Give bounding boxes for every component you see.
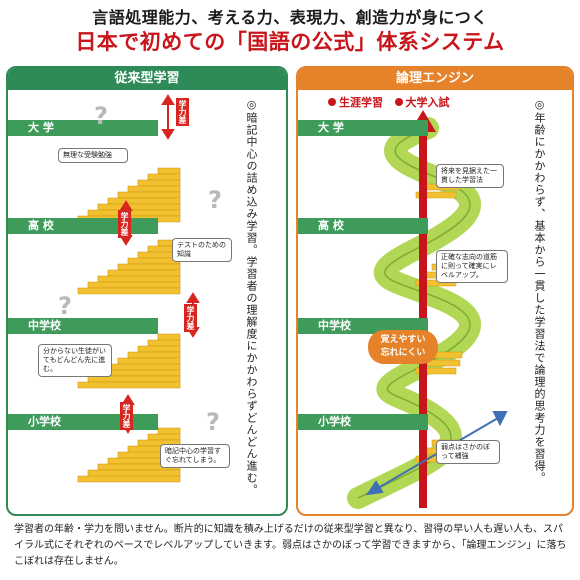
- legend-entrance: 大学入試: [405, 96, 450, 109]
- left-description: ◎暗記中心の詰め込み学習。学習者の理解度にかかわらずどんどん進む。: [245, 98, 258, 496]
- right-stage-elementary: 小学校: [298, 414, 428, 430]
- headline-prefix: 日本で初めての: [75, 30, 226, 54]
- headline-title: 日本で初めての「国語の公式」体系システム: [0, 26, 580, 56]
- headline-suffix: 体系システム: [376, 30, 505, 54]
- note-exam-cramming: 無理な受験勉強: [58, 148, 128, 163]
- left-stage-highschool: 高 校: [8, 218, 158, 234]
- right-panel: 論理エンジン 生涯学習 大学入試: [296, 66, 574, 516]
- left-stage-juniorhigh: 中学校: [8, 318, 158, 334]
- headline-subtitle: 言語処理能力、考える力、表現力、創造力が身につく: [92, 8, 488, 27]
- note-level-up: 正確な志向の道筋に則って確実にレベルアップ。: [436, 250, 508, 283]
- note-test-knowledge: テストのための知識: [172, 238, 232, 262]
- right-stage-university: 大 学: [298, 120, 428, 136]
- legend-dot-icon: [394, 98, 403, 106]
- left-stage-elementary: 小学校: [8, 414, 158, 430]
- right-legend: 生涯学習 大学入試: [328, 94, 450, 110]
- question-mark-icon: ?: [206, 408, 220, 436]
- headline-highlight: 「国語の公式」: [225, 30, 377, 54]
- note-rote-forget: 暗記中心の学習すぐ忘れてしまう。: [160, 444, 230, 468]
- left-panel-title: 従来型学習: [8, 68, 286, 90]
- stair-block-juniorhigh: [77, 333, 181, 389]
- spiral-label: 覚えやすい 忘れにくい: [368, 330, 438, 364]
- note-consistent-method: 将来を見据えた一貫した学習法: [436, 164, 504, 188]
- question-mark-icon: ?: [58, 292, 72, 320]
- legend-dot-icon: [328, 98, 336, 106]
- footer-text: 学習者の年齢・学力を問いません。断片的に知識を積み上げるだけの従来型学習と異なり…: [14, 524, 567, 567]
- question-mark-icon: ?: [94, 102, 108, 130]
- stair-block-highschool: [77, 239, 181, 295]
- right-stage-highschool: 高 校: [298, 218, 428, 234]
- spiral-label-line2: 忘れにくい: [380, 348, 426, 358]
- left-stage-university: 大 学: [8, 120, 158, 136]
- right-description: ◎年齢にかかわらず、基本から一貫した学習法で論理的思考力を習得。: [533, 98, 546, 484]
- left-panel: 従来型学習: [6, 66, 288, 516]
- gap-label-4: 学力差: [120, 402, 133, 430]
- spiral-label-line1: 覚えやすい: [380, 335, 426, 345]
- legend-lifelong: 生涯学習: [339, 96, 383, 109]
- gap-label-3: 学力差: [184, 304, 197, 332]
- gap-label-1: 学力差: [176, 98, 189, 126]
- question-mark-icon: ?: [208, 186, 222, 214]
- gap-label-2: 学力差: [118, 210, 131, 238]
- right-panel-title: 論理エンジン: [298, 68, 572, 90]
- note-weakness: 弱点はさかのぼって補強: [436, 440, 500, 464]
- note-move-on: 分からない生徒がいてもどんどん先に進む。: [38, 344, 112, 377]
